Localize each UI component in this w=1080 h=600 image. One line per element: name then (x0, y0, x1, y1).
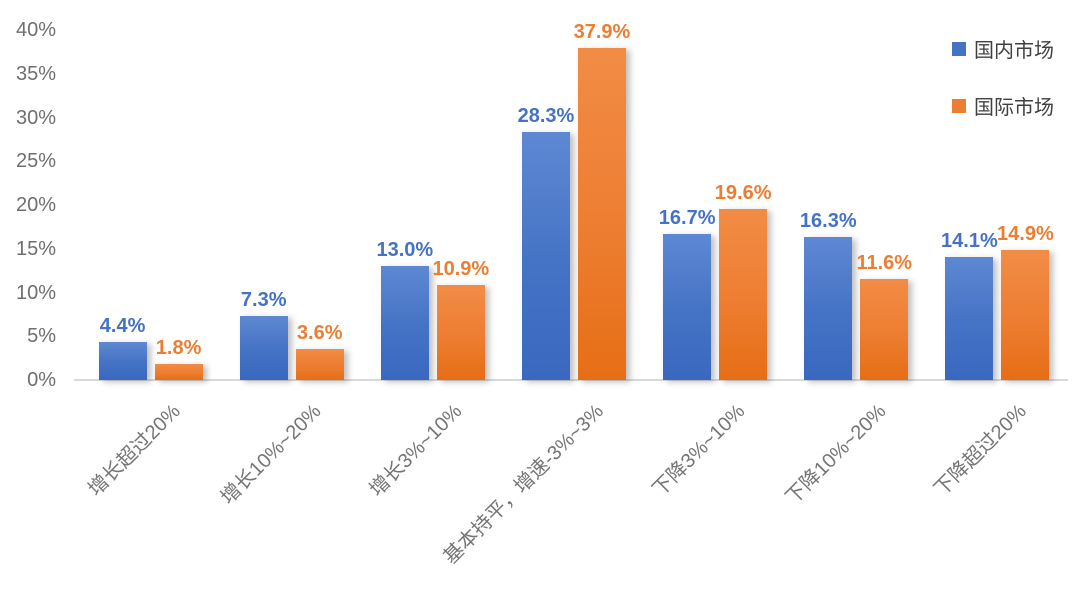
x-axis-line (74, 379, 1068, 381)
x-axis-label: 下降10%~20% (781, 400, 891, 509)
bar-domestic: 14.1% (941, 230, 998, 380)
value-label-domestic: 4.4% (99, 314, 146, 337)
bar-international: 3.6% (295, 322, 344, 380)
bar-group: 4.4% 1.8% (80, 0, 221, 380)
bar-international: 14.9% (997, 223, 1054, 380)
bar-international: 1.8% (154, 337, 203, 380)
legend-label-domestic: 国内市场 (974, 40, 1054, 62)
bar-group: 16.3% 11.6% (786, 0, 927, 380)
value-label-domestic: 16.7% (658, 206, 716, 229)
value-label-international: 37.9% (573, 21, 631, 44)
x-axis-label: 下降3%~10% (648, 400, 749, 502)
bar-group: 14.1% 14.9% (927, 0, 1068, 380)
y-axis-tick: 20% (15, 194, 56, 216)
bar-domestic: 4.4% (98, 315, 147, 380)
bar-domestic: 13.0% (376, 239, 433, 380)
bar-international: 10.9% (432, 258, 489, 380)
y-axis-tick: 35% (15, 62, 56, 85)
x-axis-label: 增长超过20% (83, 400, 185, 501)
bar-domestic: 16.3% (800, 210, 857, 380)
y-axis-tick: 0% (27, 369, 56, 391)
legend: 国内市场 国际市场 (952, 34, 1054, 148)
value-label-international: 3.6% (296, 321, 343, 344)
value-label-international: 11.6% (856, 251, 913, 274)
value-label-domestic: 14.1% (941, 229, 998, 252)
legend-swatch-international-icon (952, 98, 966, 113)
bar-group: 7.3% 3.6% (221, 0, 362, 380)
x-axis-label: 下降超过20% (930, 400, 1032, 501)
legend-item-international: 国际市场 (952, 91, 1054, 120)
y-axis-tick: 30% (15, 106, 56, 129)
y-axis-tick: 15% (15, 237, 56, 260)
bar-groups: 4.4% 1.8% 7.3% 3.6% 13.0% 10.9% 28.3% 37.9% 16.7… (80, 0, 1068, 380)
value-label-international: 19.6% (714, 181, 772, 204)
bar-international: 19.6% (715, 182, 771, 380)
value-label-international: 14.9% (997, 222, 1054, 245)
bar-domestic: 28.3% (518, 105, 574, 380)
y-axis-tick: 25% (15, 150, 56, 173)
bar-international: 11.6% (856, 252, 912, 380)
bar-international: 37.9% (574, 21, 630, 380)
y-axis-tick: 5% (27, 325, 56, 348)
y-axis-tick: 40% (15, 19, 56, 41)
y-axis-tick: 10% (15, 281, 56, 304)
value-label-domestic: 13.0% (376, 239, 434, 262)
value-label-domestic: 16.3% (799, 210, 857, 233)
bar-domestic: 7.3% (239, 289, 288, 380)
value-label-international: 1.8% (155, 337, 202, 360)
x-axis-label: 增长10%~20% (216, 400, 326, 509)
value-label-domestic: 28.3% (517, 105, 575, 128)
plot-area: 4.4% 1.8% 7.3% 3.6% 13.0% 10.9% 28.3% 37.9% 16.7… (74, 0, 1068, 600)
bar-group: 16.7% 19.6% (645, 0, 786, 380)
value-label-international: 10.9% (432, 257, 490, 280)
legend-label-international: 国际市场 (974, 97, 1054, 119)
bar-group: 28.3% 37.9% (503, 0, 644, 380)
legend-item-domestic: 国内市场 (952, 34, 1054, 63)
bar-domestic: 16.7% (659, 207, 715, 380)
x-axis-label: 增长3%~10% (365, 400, 467, 502)
bar-group: 13.0% 10.9% (362, 0, 503, 380)
value-label-domestic: 7.3% (240, 289, 287, 312)
legend-swatch-domestic-icon (952, 41, 966, 56)
